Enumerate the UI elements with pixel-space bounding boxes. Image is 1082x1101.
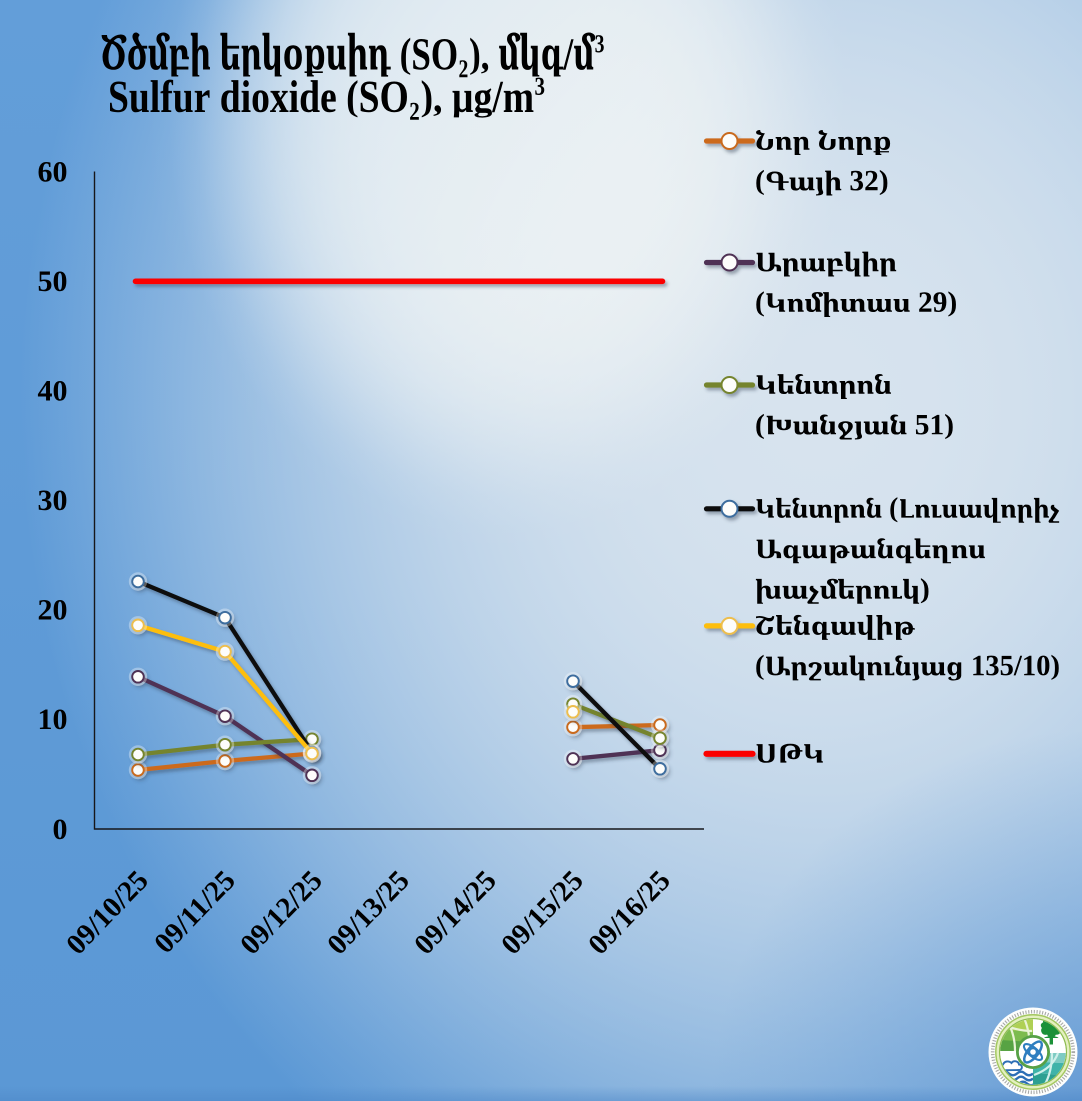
svg-text:50: 50	[38, 265, 68, 298]
svg-text:30: 30	[38, 484, 68, 517]
svg-text:60: 60	[38, 155, 68, 188]
svg-text:40: 40	[38, 375, 68, 408]
svg-text:10: 10	[38, 703, 68, 736]
svg-text:20: 20	[38, 594, 68, 627]
svg-text:0: 0	[53, 813, 68, 846]
